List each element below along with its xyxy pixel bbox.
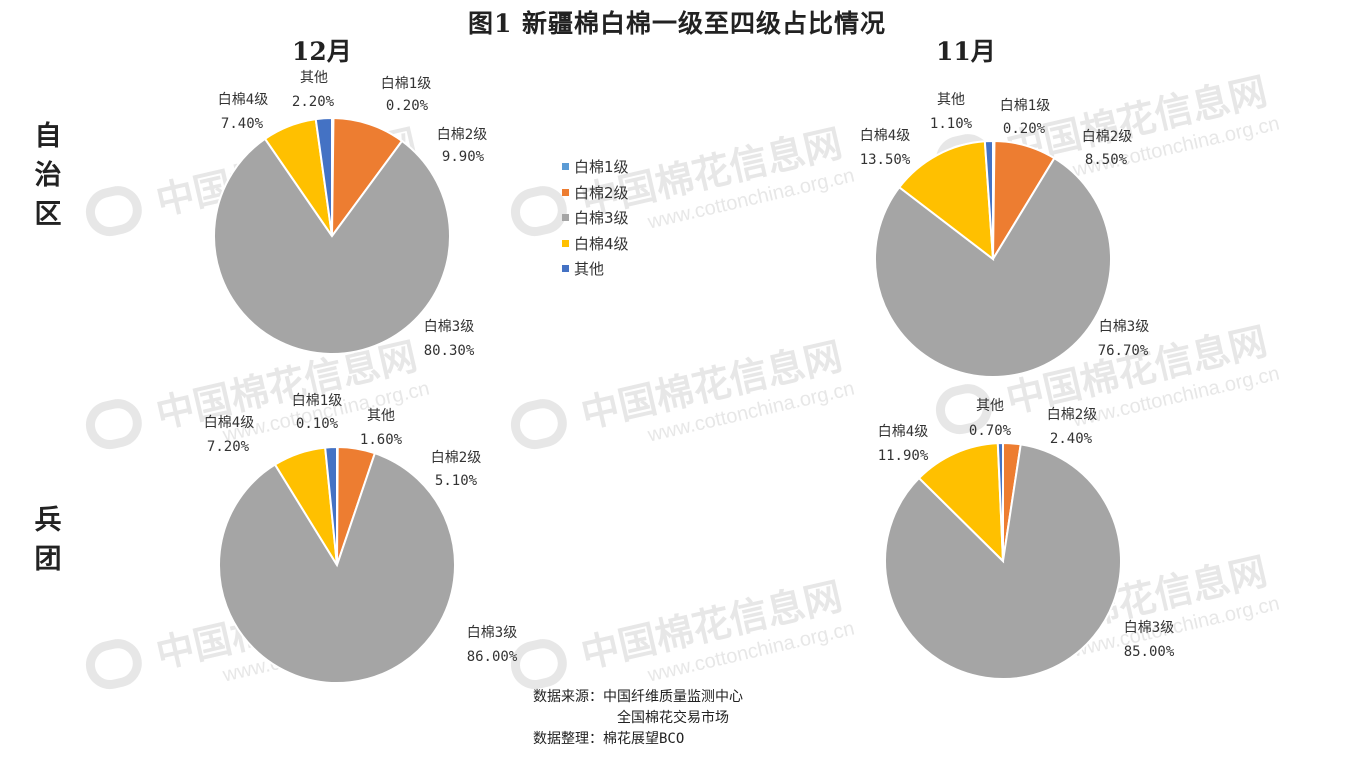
slice-category-label: 白棉2级 xyxy=(1047,406,1097,423)
slice-category-label: 其他 xyxy=(367,408,395,424)
slice-category-label: 白棉3级 xyxy=(424,318,474,335)
slice-value-label: 1.60% xyxy=(360,432,403,448)
slice-category-label: 白棉2级 xyxy=(1082,128,1132,145)
slice-category-label: 白棉2级 xyxy=(431,449,481,466)
slice-category-label: 白棉4级 xyxy=(218,91,268,108)
pie-slice xyxy=(213,137,451,355)
pie-slice xyxy=(218,451,456,684)
chart-title: 图1 新疆棉白棉一级至四级占比情况 xyxy=(467,9,887,38)
slice-value-label: 85.00% xyxy=(1124,644,1175,660)
slice-value-label: 0.20% xyxy=(386,98,429,114)
month-header-dec: 12月 xyxy=(292,37,352,66)
slice-value-label: 2.40% xyxy=(1050,431,1093,447)
pie-slice xyxy=(897,140,995,262)
slice-category-label: 白棉3级 xyxy=(467,624,517,641)
legend-label: 白棉4级 xyxy=(574,234,629,253)
slice-value-label: 0.10% xyxy=(296,416,339,432)
legend-item: 白棉1级 xyxy=(562,154,629,180)
source-line: 全国棉花交易市场 xyxy=(617,710,729,726)
pie-slice xyxy=(983,139,994,260)
slice-category-label: 白棉1级 xyxy=(381,75,431,92)
slice-category-label: 白棉2级 xyxy=(437,126,487,143)
legend: 白棉1级 白棉2级 白棉3级 白棉4级 其他 xyxy=(562,154,629,282)
pie-slice xyxy=(874,156,1112,378)
slice-value-label: 0.70% xyxy=(969,423,1012,439)
legend-swatch xyxy=(562,214,569,222)
slice-value-label: 11.90% xyxy=(878,448,929,464)
pie-slice xyxy=(996,441,1004,562)
slice-category-label: 其他 xyxy=(300,70,328,86)
pie-slice xyxy=(324,445,338,566)
row-label-region: 自治区 xyxy=(34,121,62,230)
slice-category-label: 白棉4级 xyxy=(878,423,928,440)
legend-label: 白棉3级 xyxy=(574,209,629,228)
legend-item: 白棉4级 xyxy=(562,231,629,257)
legend-swatch xyxy=(562,265,569,273)
legend-item: 其他 xyxy=(562,256,629,282)
source-line: 数据来源：中国纤维质量监测中心 xyxy=(533,689,743,705)
pie-slice xyxy=(330,116,404,240)
slice-category-label: 白棉4级 xyxy=(204,414,254,431)
slice-value-label: 7.40% xyxy=(221,116,264,132)
pie-slice xyxy=(314,116,333,237)
slice-value-label: 9.90% xyxy=(442,149,485,165)
legend-label: 白棉1级 xyxy=(574,158,629,177)
legend-item: 白棉3级 xyxy=(562,205,629,231)
legend-swatch xyxy=(562,188,569,196)
legend-label: 白棉2级 xyxy=(574,183,629,202)
slice-value-label: 7.20% xyxy=(207,439,250,455)
data-source: 数据来源：中国纤维质量监测中心 全国棉花交易市场 数据整理：棉花展望BCO xyxy=(533,687,743,750)
slice-category-label: 白棉4级 xyxy=(860,127,910,144)
slice-value-label: 1.10% xyxy=(930,116,973,132)
slice-value-label: 2.20% xyxy=(292,94,335,110)
slice-value-label: 86.00% xyxy=(467,649,518,665)
legend-swatch xyxy=(562,163,569,171)
month-header-nov: 11月 xyxy=(936,37,996,66)
legend-label: 其他 xyxy=(574,260,605,279)
slice-category-label: 白棉3级 xyxy=(1099,318,1149,335)
legend-swatch xyxy=(562,239,569,247)
row-label-corps: 兵团 xyxy=(34,505,62,575)
source-line: 数据整理：棉花展望BCO xyxy=(533,731,685,747)
slice-value-label: 80.30% xyxy=(424,343,475,359)
legend-item: 白棉2级 xyxy=(562,180,629,206)
slice-value-label: 13.50% xyxy=(860,152,911,168)
pie-slice xyxy=(917,442,1005,564)
slice-value-label: 5.10% xyxy=(435,473,478,489)
slice-category-label: 白棉1级 xyxy=(292,392,342,409)
slice-value-label: 8.50% xyxy=(1085,152,1128,168)
slice-category-label: 其他 xyxy=(937,92,965,108)
slice-category-label: 其他 xyxy=(976,398,1004,414)
slice-value-label: 0.20% xyxy=(1003,121,1046,137)
slice-value-label: 76.70% xyxy=(1098,343,1149,359)
slice-category-label: 白棉1级 xyxy=(1000,97,1050,114)
slice-category-label: 白棉3级 xyxy=(1124,619,1174,636)
